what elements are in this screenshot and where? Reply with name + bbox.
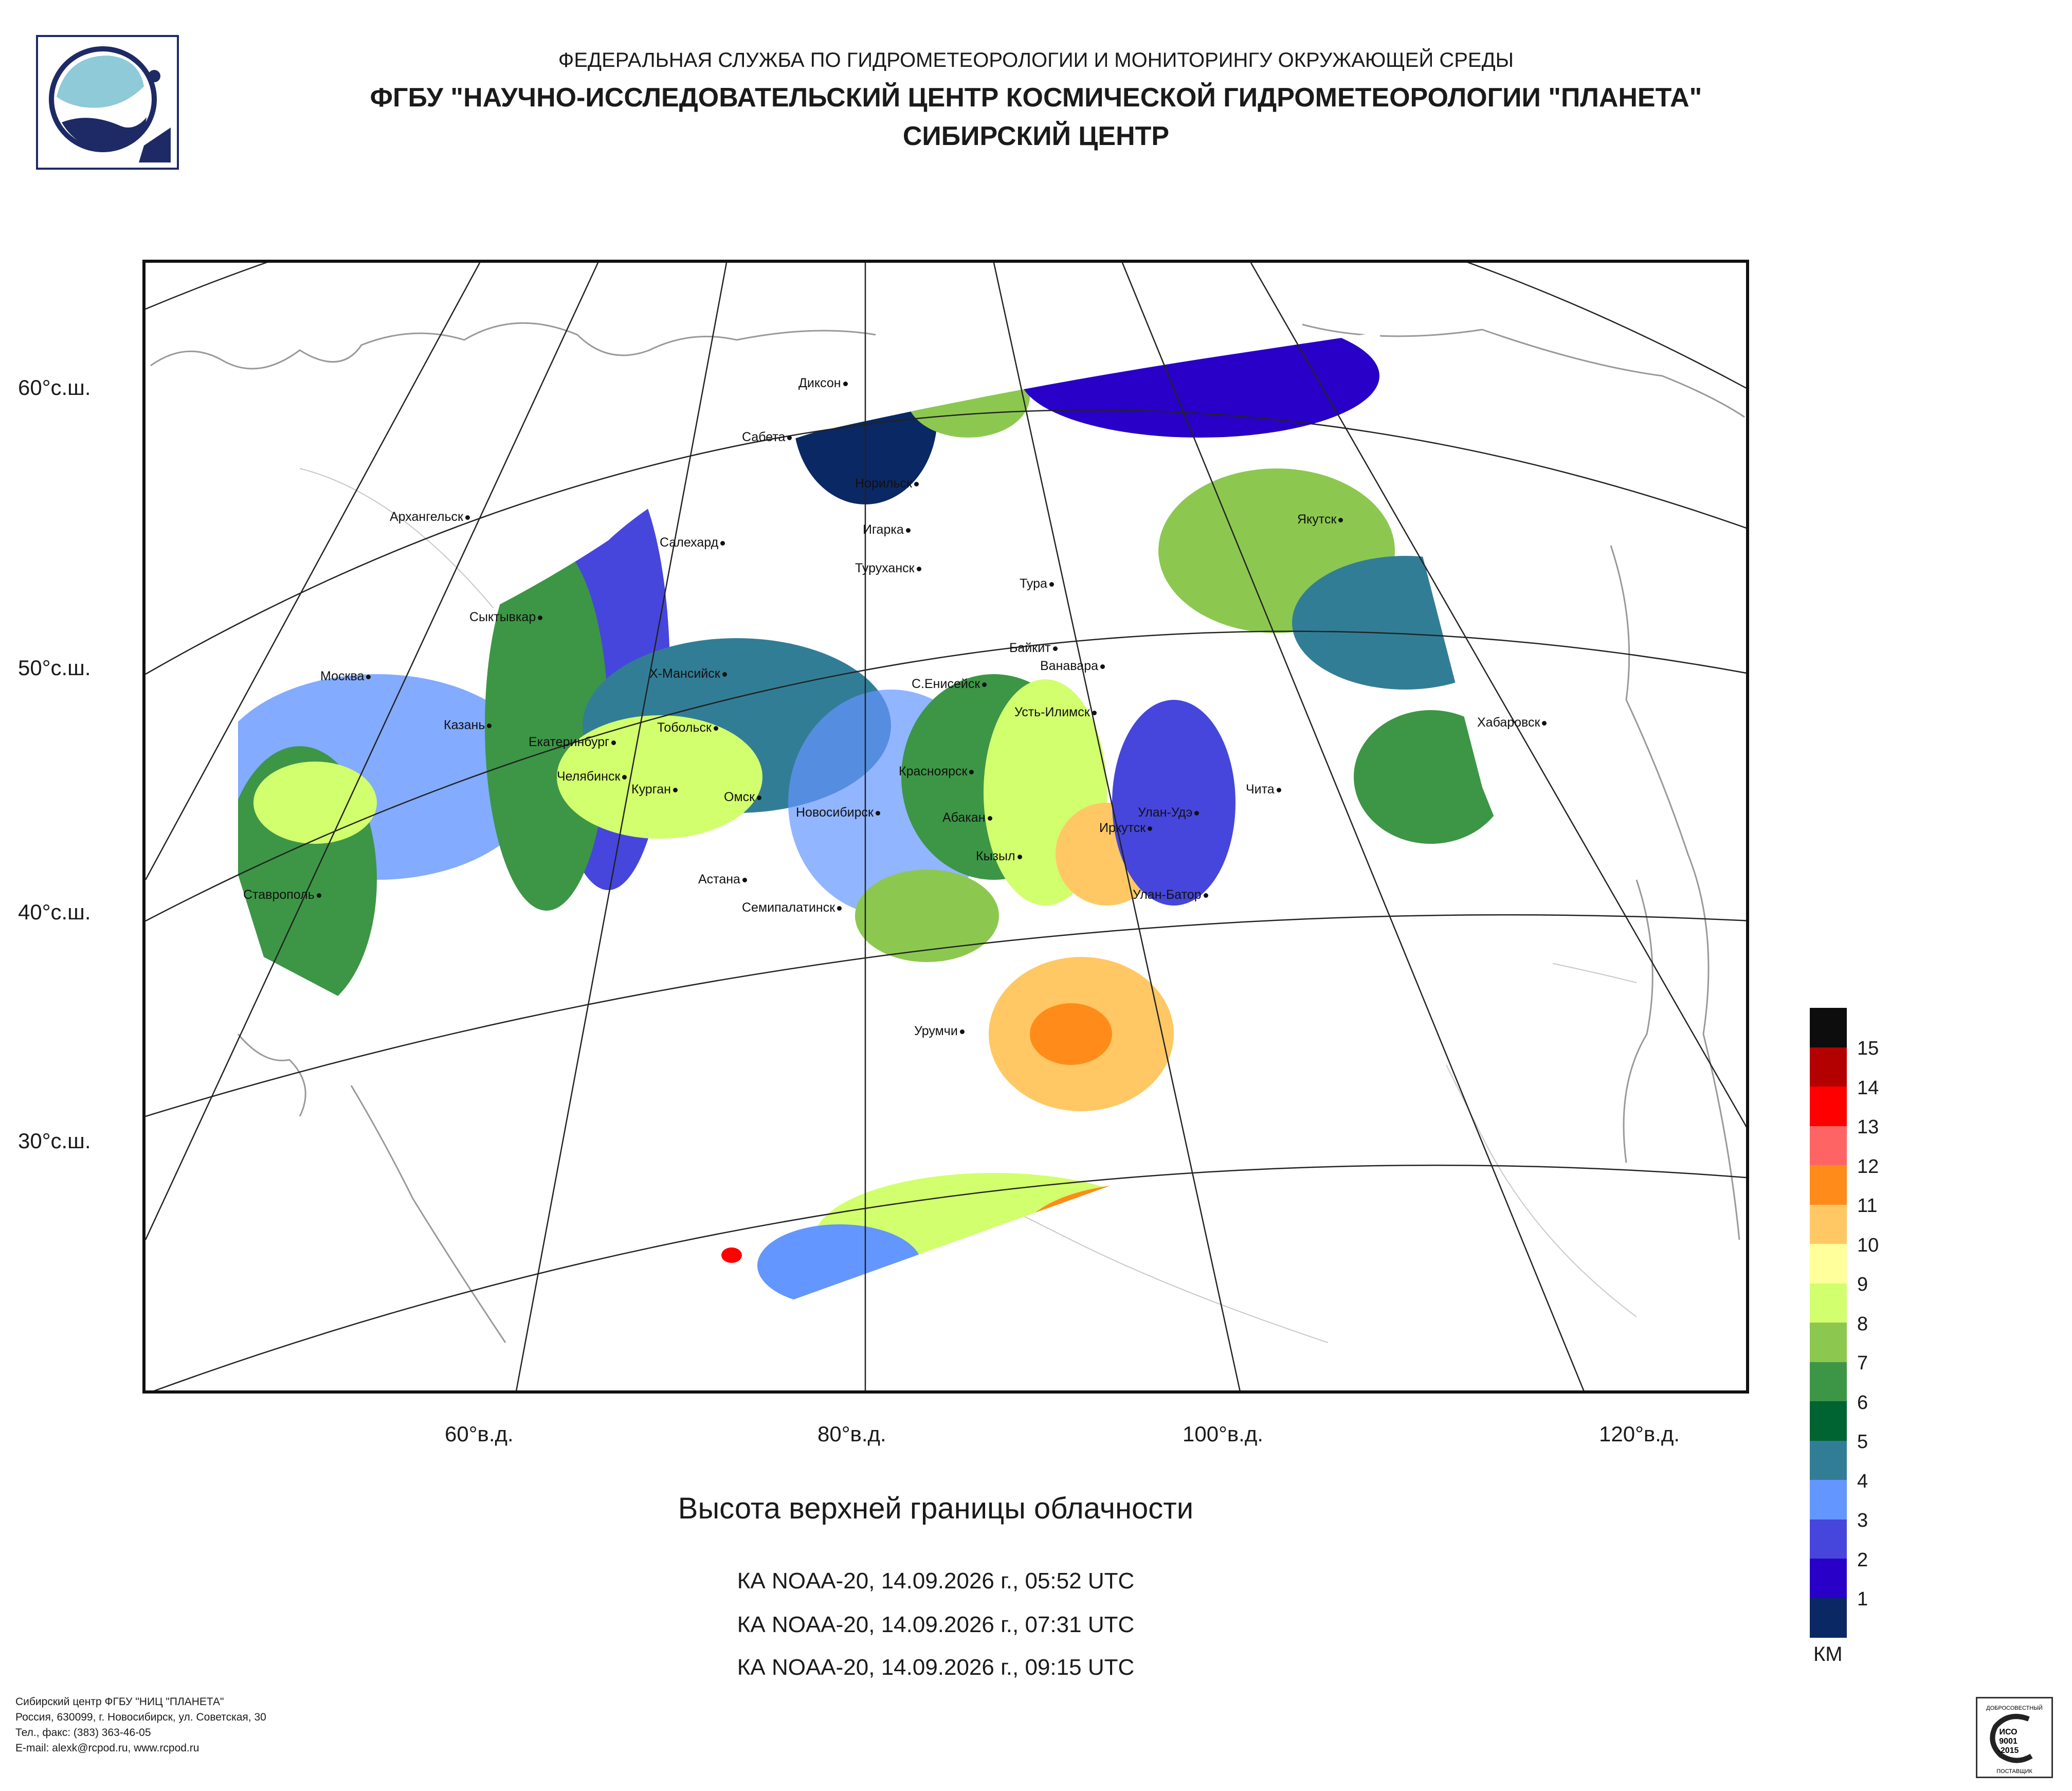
legend-label: 15: [1857, 1038, 1879, 1059]
city-vanavara: Ванавара: [1040, 659, 1105, 674]
city-khabarovsk: Хабаровск: [1477, 715, 1547, 730]
city-dikson: Диксон: [798, 376, 848, 391]
product-title: Высота верхней границы облачности: [678, 1492, 1194, 1525]
legend-swatch: [1810, 1047, 1847, 1087]
city-semipalatinsk: Семипалатинск: [742, 900, 842, 915]
legend-label: 11: [1857, 1195, 1878, 1217]
footer-address: Россия, 630099, г. Новосибирск, ул. Сове…: [15, 1711, 266, 1723]
city-yekaterinburg: Екатеринбург: [529, 735, 616, 750]
city-novosibirsk: Новосибирск: [796, 805, 880, 820]
city-s-eniseysk: С.Енисейск: [912, 677, 987, 692]
city-baykit: Байкит: [1009, 641, 1058, 656]
city-moscow: Москва: [320, 669, 371, 684]
institute-name: ФГБУ "НАУЧНО-ИССЛЕДОВАТЕЛЬСКИЙ ЦЕНТР КОС…: [370, 83, 1702, 113]
legend-swatch: [1810, 1440, 1847, 1480]
legend-label: 14: [1857, 1077, 1879, 1099]
footer-contacts: Сибирский центр ФГБУ "НИЦ "ПЛАНЕТА" Росс…: [15, 1694, 266, 1756]
city-kazan: Казань: [444, 718, 492, 733]
iso-certificate-badge: ДОБРОСОВЕСТНЫЙ ИСО 9001 -2015 ПОСТАВЩИК: [1976, 1697, 2053, 1778]
cert-top: ДОБРОСОВЕСТНЫЙ: [1986, 1705, 2043, 1711]
planeta-logo: [36, 35, 179, 170]
city-astana: Астана: [698, 872, 747, 887]
lat-label-60: 60°с.ш.: [18, 375, 91, 400]
legend-swatch: [1810, 1323, 1847, 1363]
city-krasnoyarsk: Красноярск: [899, 764, 974, 779]
lat-label-50: 50°с.ш.: [18, 656, 91, 680]
legend-label: 8: [1857, 1313, 1868, 1335]
city-stavropol: Ставрополь: [243, 888, 321, 902]
city-ulan-bator: Улан-Батор: [1133, 888, 1208, 902]
legend-swatch: [1810, 1283, 1847, 1323]
footer-org: Сибирский центр ФГБУ "НИЦ "ПЛАНЕТА": [15, 1696, 224, 1708]
legend-swatch: [1810, 1165, 1847, 1205]
legend-swatch: [1810, 1401, 1847, 1441]
city-abakan: Абакан: [942, 810, 992, 825]
svg-text:ПОСТАВЩИК: ПОСТАВЩИК: [1996, 1768, 2032, 1775]
city-tura: Тура: [1020, 576, 1054, 591]
city-kurgan: Курган: [631, 782, 678, 797]
city-salekhard: Салехард: [660, 535, 725, 550]
cloud-top-height-map: Диксон Сабета Норильск Игарка Салехард Т…: [142, 260, 1749, 1394]
satellite-pass-1: КА NOAA-20, 14.09.2026 г., 05:52 UTC: [737, 1568, 1135, 1594]
city-khanty-mansiysk: Х-Мансийск: [649, 666, 727, 681]
center-name: СИБИРСКИЙ ЦЕНТР: [902, 121, 1170, 151]
svg-text:9001: 9001: [1999, 1737, 2018, 1746]
lon-label-120: 120°в.д.: [1599, 1422, 1680, 1446]
lat-label-40: 40°с.ш.: [18, 900, 91, 924]
city-kyzyl: Кызыл: [976, 849, 1022, 864]
footer-phone: Тел., факс: (383) 363-46-05: [15, 1727, 151, 1739]
city-omsk: Омск: [724, 790, 762, 805]
legend-label: 3: [1857, 1510, 1868, 1531]
legend-unit: КМ: [1813, 1643, 1843, 1666]
city-tobolsk: Тобольск: [657, 720, 718, 735]
legend-swatch: [1810, 1480, 1847, 1520]
city-urumqi: Урумчи: [914, 1024, 965, 1039]
city-ust-ilimsk: Усть-Илимск: [1014, 705, 1097, 720]
legend-swatch: [1810, 1204, 1847, 1244]
legend-swatch: [1810, 1087, 1847, 1127]
city-sabeta: Сабета: [742, 430, 792, 445]
map-canvas: [146, 263, 1746, 1390]
legend-label: 13: [1857, 1116, 1879, 1138]
legend-swatch: [1810, 1008, 1847, 1048]
legend-label: 6: [1857, 1391, 1868, 1414]
satellite-pass-3: КА NOAA-20, 14.09.2026 г., 09:15 UTC: [737, 1655, 1135, 1680]
cloud-swath: [238, 332, 1575, 1307]
city-syktyvkar: Сыктывкар: [469, 610, 543, 625]
legend-label: 2: [1857, 1549, 1868, 1571]
legend-label: 7: [1857, 1352, 1868, 1374]
legend-label: 9: [1857, 1274, 1868, 1295]
city-ulan-ude: Улан-Удэ: [1138, 805, 1199, 820]
legend-swatch: [1810, 1598, 1847, 1638]
svg-text:ИСО: ИСО: [1999, 1728, 2017, 1736]
svg-text:-2015: -2015: [1998, 1746, 2019, 1755]
lon-label-60: 60°в.д.: [445, 1422, 514, 1446]
lon-label-80: 80°в.д.: [817, 1422, 886, 1446]
city-chita: Чита: [1246, 782, 1281, 797]
lon-label-100: 100°в.д.: [1183, 1422, 1264, 1446]
agency-name: ФЕДЕРАЛЬНАЯ СЛУЖБА ПО ГИДРОМЕТЕОРОЛОГИИ …: [558, 49, 1514, 71]
legend-swatch: [1810, 1126, 1847, 1166]
city-igarka: Игарка: [863, 522, 911, 537]
footer-email: E-mail: alexk@rcpod.ru, www.rcpod.ru: [15, 1742, 199, 1754]
graticule: [146, 263, 1746, 1390]
legend-label: 4: [1857, 1470, 1868, 1492]
legend-label: 5: [1857, 1431, 1868, 1453]
city-chelyabinsk: Челябинск: [557, 769, 627, 784]
legend-swatch: [1810, 1559, 1847, 1599]
lat-label-30: 30°с.ш.: [18, 1129, 91, 1153]
satellite-pass-2: КА NOAA-20, 14.09.2026 г., 07:31 UTC: [737, 1612, 1135, 1637]
city-turukhansk: Туруханск: [855, 561, 921, 576]
city-yakutsk: Якутск: [1297, 512, 1343, 527]
legend-swatch: [1810, 1362, 1847, 1402]
legend-label: 10: [1857, 1234, 1879, 1256]
city-norilsk: Норильск: [855, 476, 919, 491]
city-arkhangelsk: Архангельск: [390, 510, 470, 524]
city-irkutsk: Иркутск: [1099, 821, 1153, 836]
legend-label: 1: [1857, 1588, 1868, 1610]
legend-swatch: [1810, 1244, 1847, 1284]
legend-swatch: [1810, 1519, 1847, 1559]
legend-label: 12: [1857, 1155, 1879, 1178]
